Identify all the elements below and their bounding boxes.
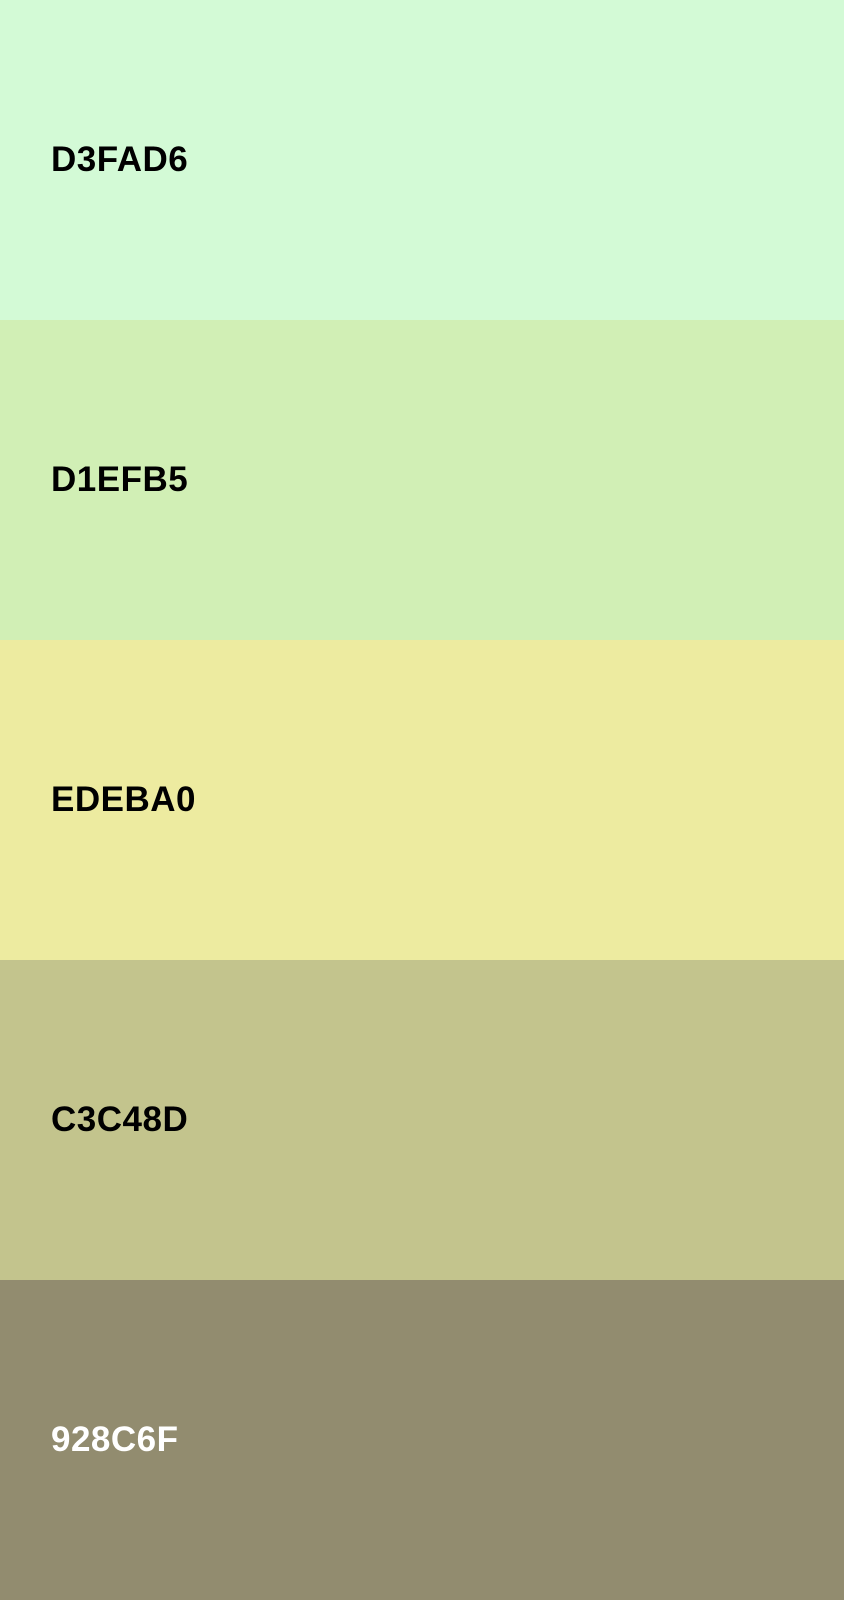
color-swatch[interactable]: D3FAD6: [0, 0, 844, 320]
swatch-hex-label: 928C6F: [51, 1420, 179, 1459]
color-swatch[interactable]: EDEBA0: [0, 640, 844, 960]
swatch-hex-label: EDEBA0: [51, 780, 196, 819]
color-swatch[interactable]: D1EFB5: [0, 320, 844, 640]
color-swatch[interactable]: C3C48D: [0, 960, 844, 1280]
swatch-hex-label: C3C48D: [51, 1100, 189, 1139]
swatch-hex-label: D3FAD6: [51, 140, 189, 179]
swatch-hex-label: D1EFB5: [51, 460, 189, 499]
color-swatch[interactable]: 928C6F: [0, 1280, 844, 1600]
